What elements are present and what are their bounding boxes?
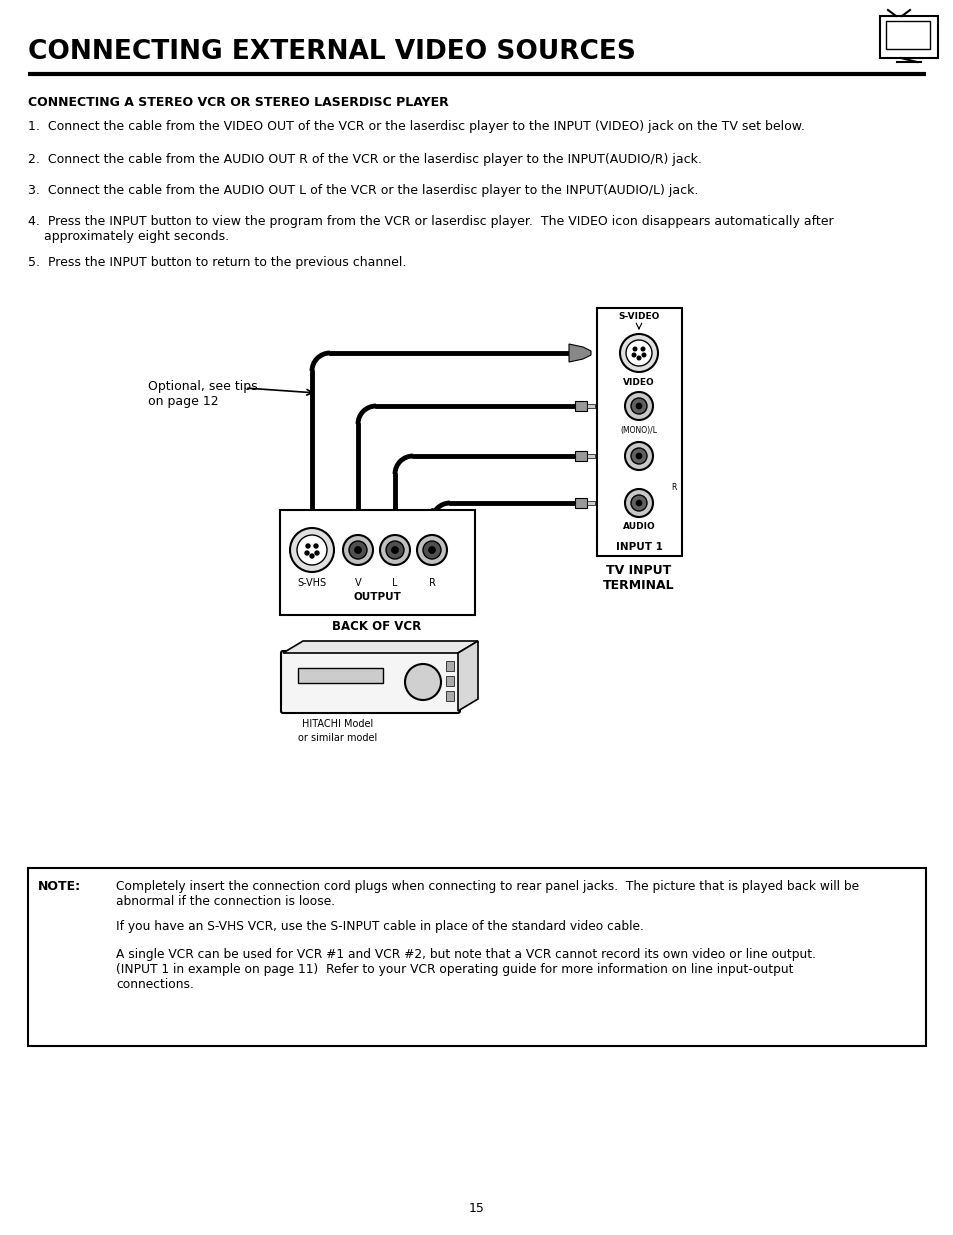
Text: R: R: [428, 578, 435, 588]
Polygon shape: [568, 345, 590, 362]
Text: 1.  Connect the cable from the VIDEO OUT of the VCR or the laserdisc player to t: 1. Connect the cable from the VIDEO OUT …: [28, 120, 804, 133]
Circle shape: [624, 442, 652, 471]
Text: S-VIDEO: S-VIDEO: [618, 312, 659, 321]
Text: S-VHS: S-VHS: [297, 578, 326, 588]
Text: AUDIO: AUDIO: [622, 522, 655, 531]
Circle shape: [355, 547, 361, 553]
Text: 4.  Press the INPUT button to view the program from the VCR or laserdisc player.: 4. Press the INPUT button to view the pr…: [28, 215, 833, 243]
Circle shape: [306, 543, 310, 548]
Circle shape: [314, 543, 317, 548]
Text: NOTE:: NOTE:: [38, 881, 81, 893]
Circle shape: [636, 500, 641, 506]
Text: CONNECTING A STEREO VCR OR STEREO LASERDISC PLAYER: CONNECTING A STEREO VCR OR STEREO LASERD…: [28, 96, 448, 109]
Circle shape: [630, 398, 646, 414]
Circle shape: [379, 535, 410, 564]
Circle shape: [290, 529, 334, 572]
Circle shape: [422, 541, 440, 559]
Circle shape: [386, 541, 403, 559]
Circle shape: [624, 391, 652, 420]
Text: BACK OF VCR: BACK OF VCR: [332, 620, 421, 634]
Circle shape: [630, 448, 646, 464]
Circle shape: [619, 333, 658, 372]
Circle shape: [641, 353, 645, 357]
Text: 3.  Connect the cable from the AUDIO OUT L of the VCR or the laserdisc player to: 3. Connect the cable from the AUDIO OUT …: [28, 184, 698, 198]
Circle shape: [630, 495, 646, 511]
Bar: [879, 16, 937, 58]
Text: Optional, see tips
on page 12: Optional, see tips on page 12: [148, 380, 257, 408]
Text: CONNECTING EXTERNAL VIDEO SOURCES: CONNECTING EXTERNAL VIDEO SOURCES: [28, 40, 636, 65]
Circle shape: [633, 347, 637, 351]
Text: or similar model: or similar model: [298, 734, 377, 743]
Text: A single VCR can be used for VCR #1 and VCR #2, but note that a VCR cannot recor: A single VCR can be used for VCR #1 and …: [116, 948, 815, 990]
Text: VIDEO: VIDEO: [622, 378, 654, 387]
Text: INPUT 1: INPUT 1: [615, 542, 661, 552]
Polygon shape: [283, 641, 477, 653]
Text: 5.  Press the INPUT button to return to the previous channel.: 5. Press the INPUT button to return to t…: [28, 256, 406, 269]
Bar: [575, 498, 586, 508]
Text: (MONO)/L: (MONO)/L: [619, 426, 657, 435]
Circle shape: [640, 347, 644, 351]
Text: L: L: [392, 578, 397, 588]
Circle shape: [416, 535, 447, 564]
Circle shape: [343, 535, 373, 564]
Circle shape: [636, 453, 641, 459]
Text: TV INPUT
TERMINAL: TV INPUT TERMINAL: [602, 564, 674, 592]
Text: 15: 15: [469, 1202, 484, 1215]
Circle shape: [632, 353, 635, 357]
Text: 2.  Connect the cable from the AUDIO OUT R of the VCR or the laserdisc player to: 2. Connect the cable from the AUDIO OUT …: [28, 153, 701, 165]
Bar: [586, 501, 595, 505]
Circle shape: [405, 664, 440, 700]
Circle shape: [310, 555, 314, 558]
Circle shape: [305, 551, 309, 555]
Bar: [586, 404, 595, 408]
Circle shape: [296, 535, 327, 564]
Circle shape: [625, 340, 651, 366]
Bar: [446, 676, 454, 685]
Text: Completely insert the connection cord plugs when connecting to rear panel jacks.: Completely insert the connection cord pl…: [116, 881, 859, 908]
Bar: [575, 401, 586, 411]
Bar: [28, 868, 925, 1046]
Bar: [280, 510, 475, 615]
Circle shape: [349, 541, 367, 559]
Circle shape: [637, 356, 640, 359]
Bar: [597, 308, 681, 556]
Bar: [446, 661, 454, 671]
Circle shape: [391, 547, 398, 553]
Bar: [586, 454, 595, 458]
Text: HITACHI Model: HITACHI Model: [302, 719, 374, 729]
Bar: [885, 21, 929, 49]
Text: OUTPUT: OUTPUT: [353, 592, 400, 601]
FancyBboxPatch shape: [281, 651, 459, 713]
Circle shape: [428, 547, 435, 553]
Circle shape: [314, 551, 318, 555]
Bar: [297, 668, 382, 683]
Text: V: V: [355, 578, 361, 588]
Bar: [575, 451, 586, 461]
Text: If you have an S-VHS VCR, use the S-INPUT cable in place of the standard video c: If you have an S-VHS VCR, use the S-INPU…: [116, 920, 643, 932]
Bar: [446, 692, 454, 701]
Text: R: R: [671, 483, 677, 492]
Polygon shape: [457, 641, 477, 711]
Circle shape: [636, 403, 641, 409]
Circle shape: [624, 489, 652, 517]
